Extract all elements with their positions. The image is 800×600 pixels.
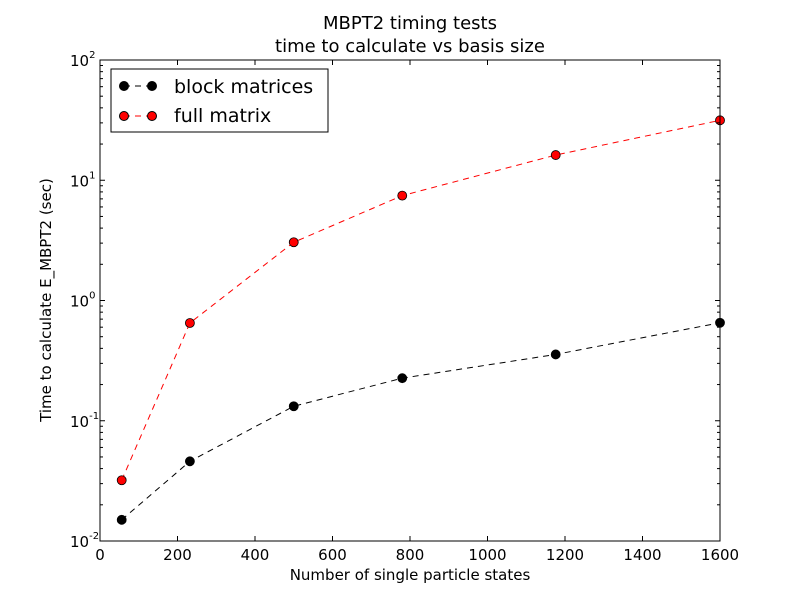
x-tick-label: 600 (318, 546, 347, 564)
x-tick-label: 1600 (701, 546, 739, 564)
data-point-block-matrices (550, 349, 561, 360)
x-tick-label: 800 (396, 546, 425, 564)
legend-marker-block-matrices (119, 81, 129, 91)
data-point-full-matrix (116, 475, 127, 486)
x-axis-label: Number of single particle states (290, 566, 531, 584)
legend-box (110, 68, 329, 133)
x-tick-label: 200 (163, 546, 192, 564)
chart-title-line1: MBPT2 timing tests (323, 13, 497, 34)
legend: block matrices full matrix (110, 68, 329, 133)
x-tick-label: 1200 (546, 546, 584, 564)
legend-marker-full-matrix (147, 111, 157, 121)
y-axis-label: Time to calculate E_MBPT2 (sec) (37, 178, 56, 423)
axis-ticks: 0 200 400 600 800 1000 1200 1400 1600 10-2 10-1 100… (70, 50, 739, 564)
data-point-block-matrices (184, 456, 195, 467)
legend-marker-block-matrices (147, 81, 157, 91)
x-tick-label: 0 (95, 546, 105, 564)
y-tick-label: 100 (70, 291, 95, 311)
x-tick-label: 1400 (623, 546, 661, 564)
data-point-full-matrix (184, 318, 195, 328)
data-point-block-matrices (288, 401, 299, 412)
legend-label-full-matrix: full matrix (174, 105, 271, 127)
y-tick-label: 102 (70, 50, 95, 70)
data-point-block-matrices (397, 373, 408, 384)
x-tick-label: 400 (241, 546, 270, 564)
legend-marker-full-matrix (119, 111, 129, 121)
plot-frame (99, 59, 721, 542)
data-point-full-matrix (288, 237, 299, 248)
x-tick-label: 1000 (468, 546, 506, 564)
series-line-full-matrix (121, 119, 721, 481)
y-tick-label: 10-2 (70, 531, 99, 551)
legend-label-block-matrices: block matrices (174, 76, 313, 98)
data-point-full-matrix (397, 190, 408, 201)
y-tick-label: 10-1 (70, 411, 99, 431)
chart-title-line2: time to calculate vs basis size (275, 36, 545, 57)
data-point-block-matrices (116, 514, 127, 525)
y-tick-label: 101 (70, 170, 95, 190)
data-point-full-matrix (550, 150, 561, 160)
